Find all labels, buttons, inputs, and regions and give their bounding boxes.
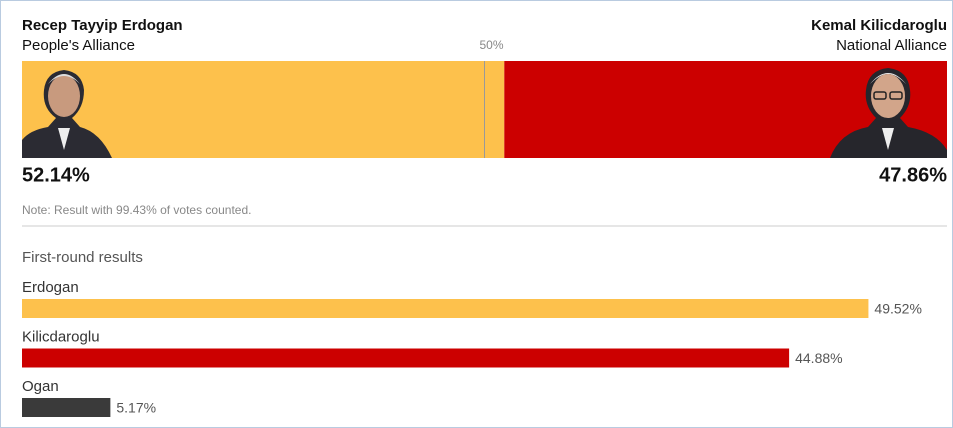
category-label: Kilicdaroglu (22, 328, 100, 345)
first-round-chart: First-round results Erdogan 49.52% Kilicdar… (22, 249, 922, 417)
candidate-name: Recep Tayyip Erdogan (22, 17, 183, 34)
bar (22, 349, 789, 368)
runoff-chart: Recep Tayyip Erdogan People's Alliance 52.… (22, 17, 947, 217)
category-label: Ogan (22, 378, 59, 395)
note: Note: Result with 99.43% of votes counte… (22, 203, 251, 217)
value-label: 49.52% (874, 301, 921, 317)
midline-label: 50% (479, 38, 503, 52)
vote-share: 52.14% (22, 164, 90, 186)
alliance: National Alliance (836, 37, 947, 54)
bar (22, 299, 868, 318)
value-label: 44.88% (795, 350, 842, 366)
section-title: First-round results (22, 249, 143, 266)
results-widget: Recep Tayyip Erdogan People's Alliance 52.… (0, 0, 953, 428)
value-label: 5.17% (116, 400, 156, 416)
candidate-name: Kemal Kilicdaroglu (811, 17, 947, 34)
vote-share: 47.86% (879, 164, 947, 186)
category-label: Erdogan (22, 279, 79, 296)
bar (22, 398, 110, 417)
alliance: People's Alliance (22, 37, 135, 54)
